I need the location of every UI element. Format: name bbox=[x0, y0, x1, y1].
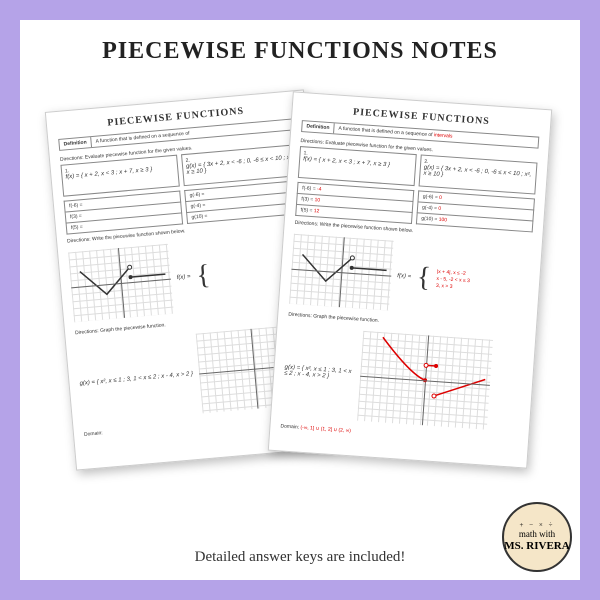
brace-icon: { bbox=[196, 264, 211, 287]
worksheet-answers: PIECEWISE FUNCTIONS Definition A functio… bbox=[268, 91, 552, 468]
brace-icon: { bbox=[416, 266, 431, 289]
fx-answer: |x + 4|, x ≤ -2 x - 5, -2 < x ≤ 3 3, x >… bbox=[436, 268, 471, 291]
eval-table-left: f(-6) = f(3) = f(5) = bbox=[64, 191, 184, 235]
graph-1 bbox=[289, 234, 394, 311]
subtitle: Detailed answer keys are included! bbox=[20, 549, 580, 566]
gx-definition: g(x) = { x², x ≤ 1 ; 3, 1 < x ≤ 2 ; x - … bbox=[79, 371, 193, 387]
eval-table-left: f(-6) = -4 f(3) = 10 f(5) = 12 bbox=[295, 182, 414, 224]
fx-label: f(x) = bbox=[397, 273, 411, 280]
graph-1 bbox=[68, 244, 174, 322]
badge-line2: MS. RIVERA bbox=[504, 540, 569, 552]
graph-2-answer bbox=[357, 331, 493, 430]
fx-label: f(x) = bbox=[177, 274, 191, 281]
badge-line1: math with bbox=[519, 530, 555, 540]
def-label: Definition bbox=[302, 121, 335, 133]
eval-table-right: g(-6) = 0 g(-4) = 0 g(10) = 100 bbox=[416, 190, 535, 232]
main-title: PIECEWISE FUNCTIONS NOTES bbox=[20, 38, 580, 65]
brand-badge: + − × ÷ math with MS. RIVERA bbox=[502, 502, 572, 572]
gx-definition: g(x) = { x², x ≤ 1 ; 3, 1 < x ≤ 2 ; x - … bbox=[284, 364, 355, 381]
product-frame: PIECEWISE FUNCTIONS NOTES PIECEWISE FUNC… bbox=[20, 20, 580, 580]
def-label: Definition bbox=[59, 137, 92, 150]
